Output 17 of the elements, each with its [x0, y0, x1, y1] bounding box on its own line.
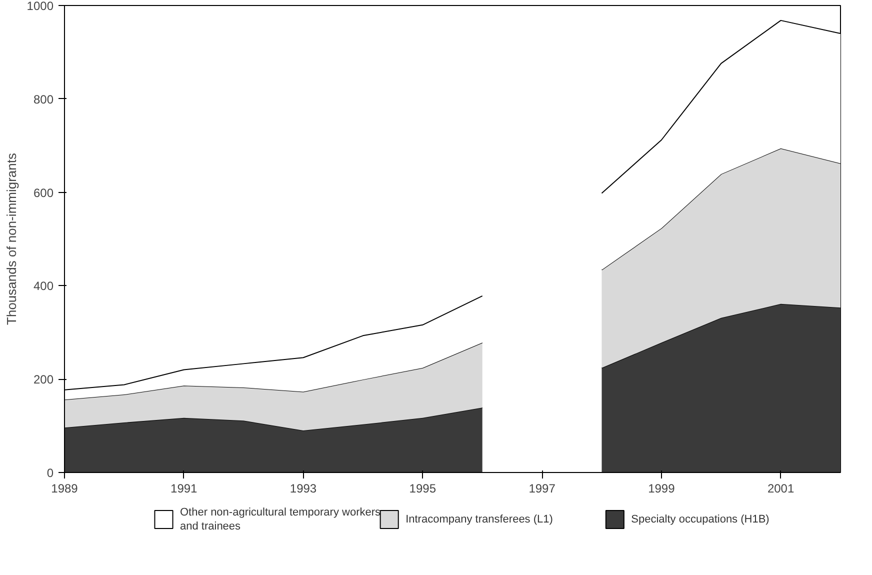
y-axis-title: Thousands of non-immigrants [4, 152, 19, 325]
legend-label: Other non-agricultural temporary workers and trainees [180, 506, 382, 533]
y-tick-label: 200 [33, 372, 54, 387]
legend-label: Intracompany transferees (L1) [406, 514, 553, 526]
legend-label: Specialty occupations (H1B) [631, 514, 770, 526]
x-tick-label: 1993 [290, 482, 317, 496]
x-tick-label: 1999 [648, 482, 676, 496]
x-tick-label: 1991 [170, 482, 198, 496]
y-tick-label: 1000 [26, 0, 54, 13]
x-tick-label: 1995 [409, 482, 436, 496]
y-tick-label: 800 [33, 92, 54, 106]
y-tick-label: 600 [33, 186, 54, 200]
y-tick-label: 400 [33, 279, 54, 294]
x-tick-label: 2001 [767, 482, 794, 496]
x-tick-label: 1997 [528, 482, 556, 496]
y-tick-label: 0 [46, 466, 54, 480]
x-tick-label: 1989 [51, 482, 78, 496]
